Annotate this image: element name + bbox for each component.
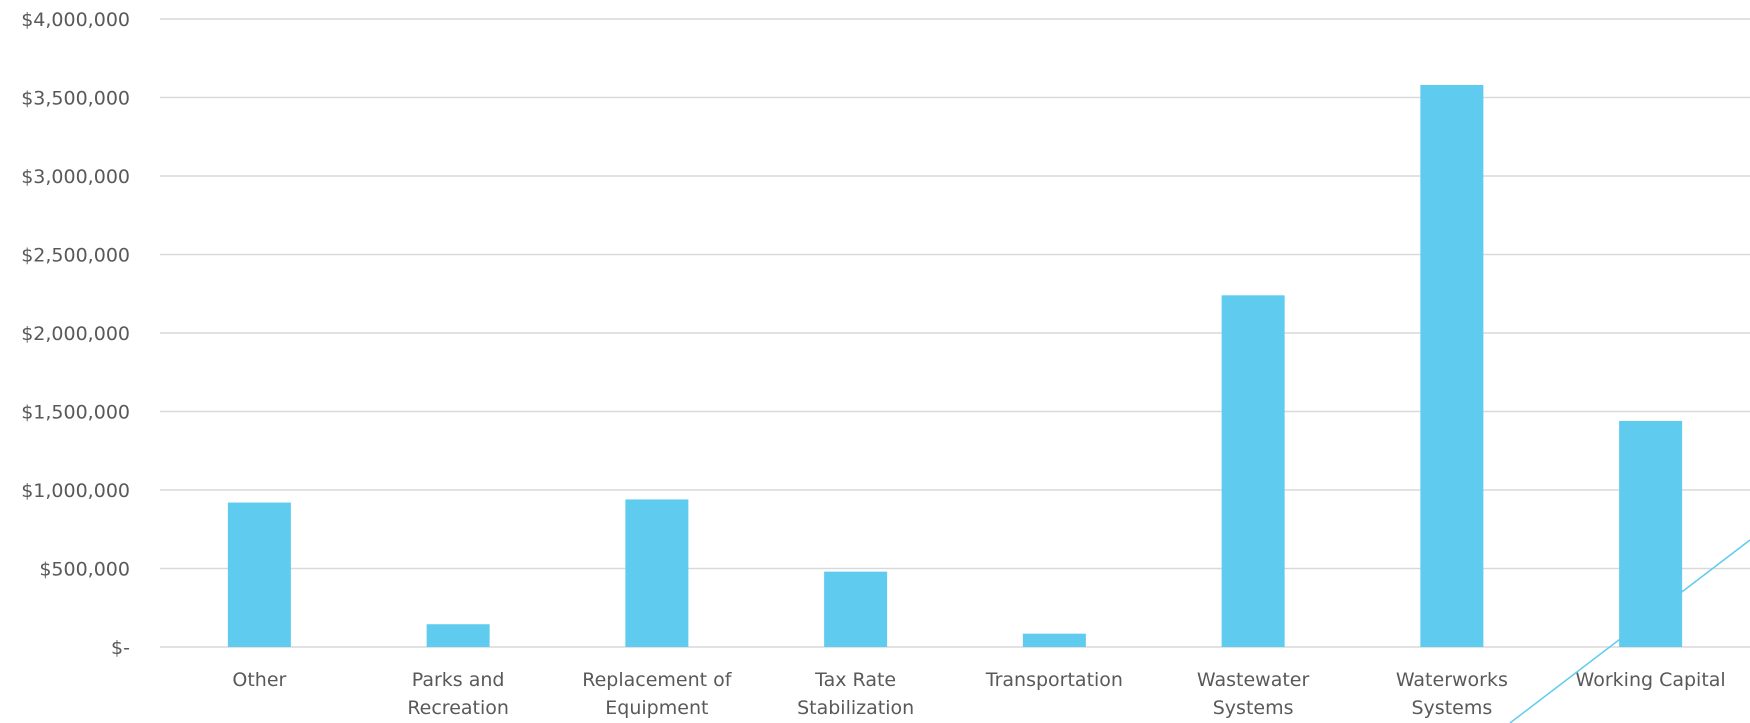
x-category-label-line: Recreation (407, 697, 509, 719)
x-category-label: Other (232, 669, 286, 691)
bar (1221, 295, 1285, 647)
y-tick-label: $2,500,000 (21, 245, 130, 267)
bar (1619, 420, 1683, 647)
x-category-label-line: Transportation (985, 669, 1123, 691)
y-tick-label: $3,000,000 (21, 166, 130, 188)
bar (1420, 84, 1484, 647)
bar (227, 502, 291, 647)
x-category-label-line: Stabilization (797, 697, 914, 719)
x-category-label: Replacement of Equipment (582, 669, 733, 719)
y-axis-tick-labels: $- $500,000 $1,000,000 $1,500,000 $2,000,000… (21, 9, 130, 659)
bar (625, 499, 689, 647)
y-tick-label: $1,500,000 (21, 402, 130, 424)
y-tick-label: $2,000,000 (21, 323, 130, 345)
y-tick-label: $1,000,000 (21, 480, 130, 502)
x-category-label-line: Waterworks (1396, 669, 1508, 691)
x-category-label: Transportation (985, 669, 1123, 691)
x-category-label-line: Other (232, 669, 286, 691)
x-category-label: Tax Rate Stabilization (797, 669, 914, 719)
bar (426, 624, 490, 647)
x-category-label-line: Tax Rate (814, 669, 896, 691)
x-category-label-line: Systems (1412, 697, 1493, 719)
y-tick-label: $- (111, 637, 130, 659)
x-category-label-line: Parks and (412, 669, 505, 691)
x-category-label-line: Equipment (605, 697, 708, 719)
y-tick-label: $500,000 (39, 559, 130, 581)
x-category-label-line: Replacement of (582, 669, 733, 691)
y-tick-label: $3,500,000 (21, 88, 130, 110)
x-category-label: Parks and Recreation (407, 669, 509, 719)
bars (227, 84, 1683, 647)
x-category-label-line: Working Capital (1576, 669, 1726, 691)
x-category-label: Waterworks Systems (1396, 669, 1508, 719)
gridlines (160, 18, 1750, 648)
x-category-label: Working Capital (1576, 669, 1726, 691)
decorative-corner-line (1509, 539, 1750, 723)
y-tick-label: $4,000,000 (21, 9, 130, 31)
bar (824, 571, 888, 647)
x-category-label: Wastewater Systems (1197, 669, 1310, 719)
bar (1022, 633, 1086, 647)
x-category-label-line: Wastewater (1197, 669, 1310, 691)
x-category-label-line: Systems (1213, 697, 1294, 719)
x-axis-category-labels: Other Parks and Recreation Replacement of Eq… (232, 669, 1725, 719)
